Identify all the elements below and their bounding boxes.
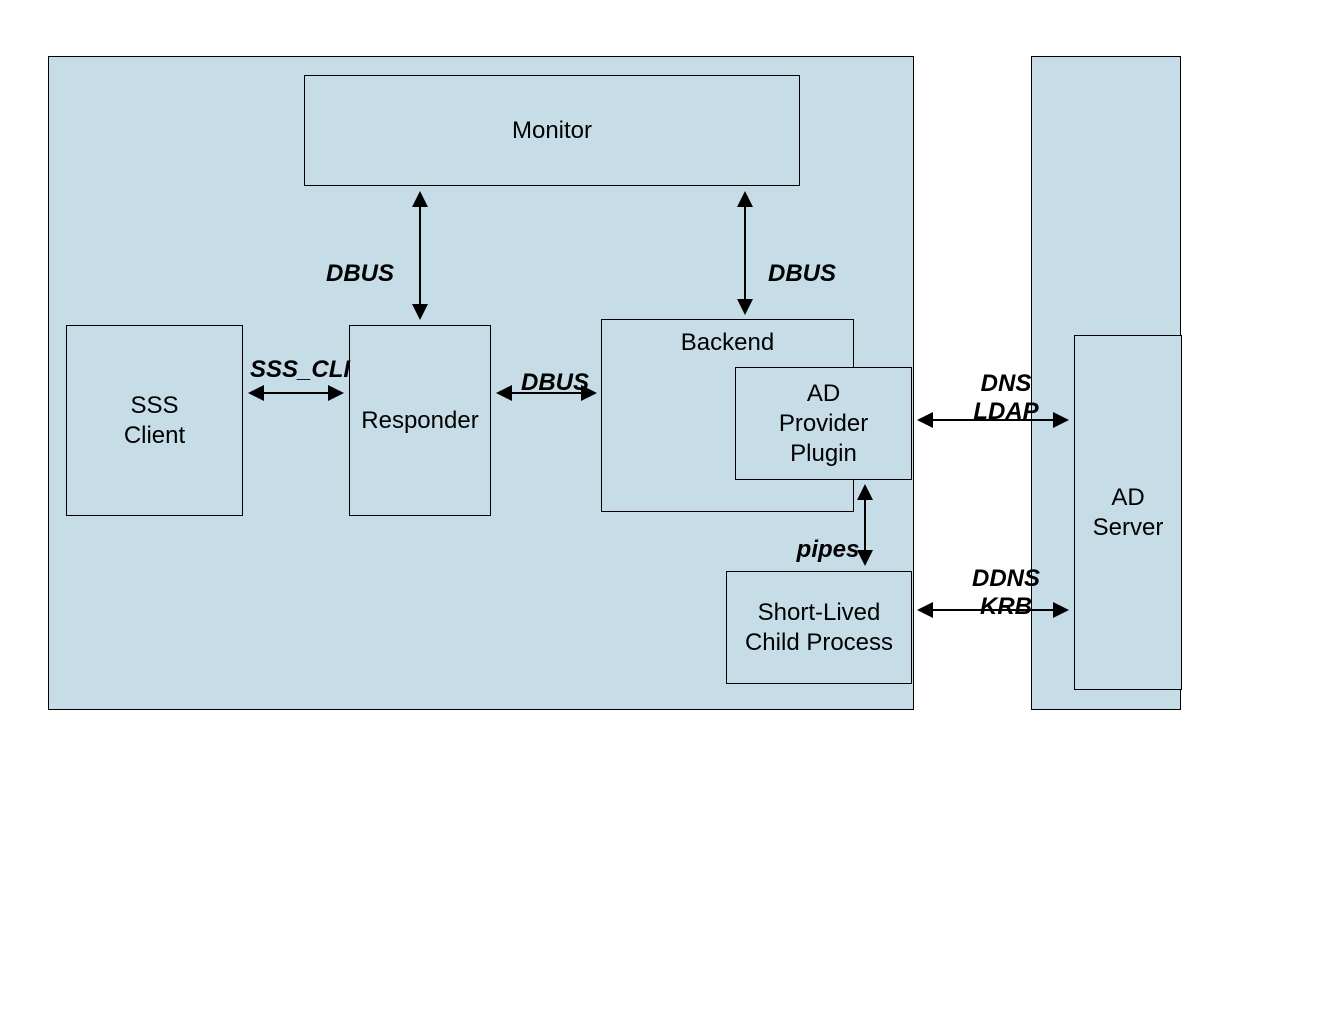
edge-label-dns-ldap: DNS LDAP — [946, 370, 1066, 426]
monitor-node: Monitor — [304, 75, 800, 186]
edge-label-dbus-3: DBUS — [505, 369, 605, 397]
backend-label: Backend — [681, 328, 774, 358]
child-process-node: Short-Lived Child Process — [726, 571, 912, 684]
child-process-label: Short-Lived Child Process — [745, 598, 893, 658]
edge-label-dbus-2: DBUS — [752, 260, 852, 288]
ad-server-label: AD Server — [1093, 483, 1164, 543]
responder-label: Responder — [361, 406, 478, 436]
edge-label-pipes: pipes — [788, 536, 868, 564]
edge-label-sss-cli: SSS_CLI — [240, 356, 360, 384]
ad-server-node: AD Server — [1074, 335, 1182, 690]
edge-label-ddns-krb: DDNS KRB — [946, 565, 1066, 621]
diagram-canvas: Monitor SSS Client Responder Backend AD … — [0, 0, 1320, 1020]
responder-node: Responder — [349, 325, 491, 516]
monitor-label: Monitor — [512, 116, 592, 146]
edge-label-dbus-1: DBUS — [310, 260, 410, 288]
sss-client-node: SSS Client — [66, 325, 243, 516]
sss-client-label: SSS Client — [124, 391, 185, 451]
ad-plugin-node: AD Provider Plugin — [735, 367, 912, 480]
ad-plugin-label: AD Provider Plugin — [779, 379, 868, 469]
